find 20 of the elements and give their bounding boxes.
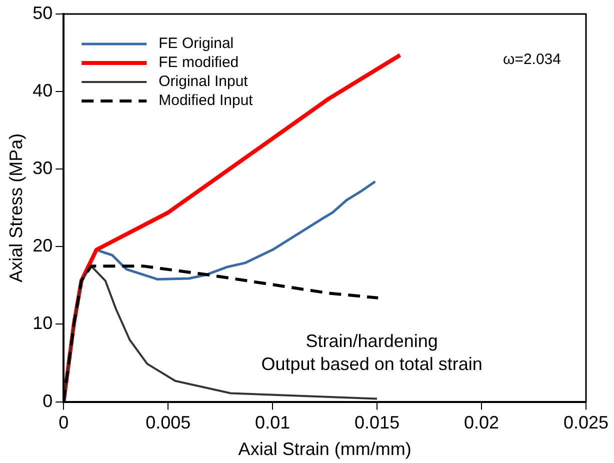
- y-tick-label: 30: [32, 158, 53, 178]
- annotation: ω=2.034: [502, 51, 561, 68]
- legend-label: Modified Input: [158, 92, 254, 110]
- x-tick-label: 0.01: [255, 412, 290, 433]
- y-tick-label: 10: [32, 313, 53, 334]
- legend-label: FE Original: [158, 35, 234, 52]
- x-tick-label: 0.015: [354, 412, 400, 433]
- x-tick-label: 0: [58, 412, 69, 433]
- annotation: Strain/hardening Output based on total strain: [261, 330, 482, 374]
- y-tick-label: 50: [32, 2, 53, 23]
- x-tick-label: 0.025: [563, 412, 609, 433]
- x-tick-label: 0.005: [146, 412, 191, 433]
- legend-label: Original Input: [158, 73, 249, 90]
- legend-label: FE modified: [158, 54, 239, 72]
- x-axis-title: Axial Strain (mm/mm): [238, 439, 412, 460]
- x-tick-label: 0.02: [464, 412, 500, 433]
- y-tick-label: 20: [32, 236, 53, 256]
- y-tick-label: 0: [42, 390, 53, 411]
- y-tick-label: 40: [32, 80, 53, 101]
- y-axis-title: Axial Stress (MPa): [6, 133, 26, 282]
